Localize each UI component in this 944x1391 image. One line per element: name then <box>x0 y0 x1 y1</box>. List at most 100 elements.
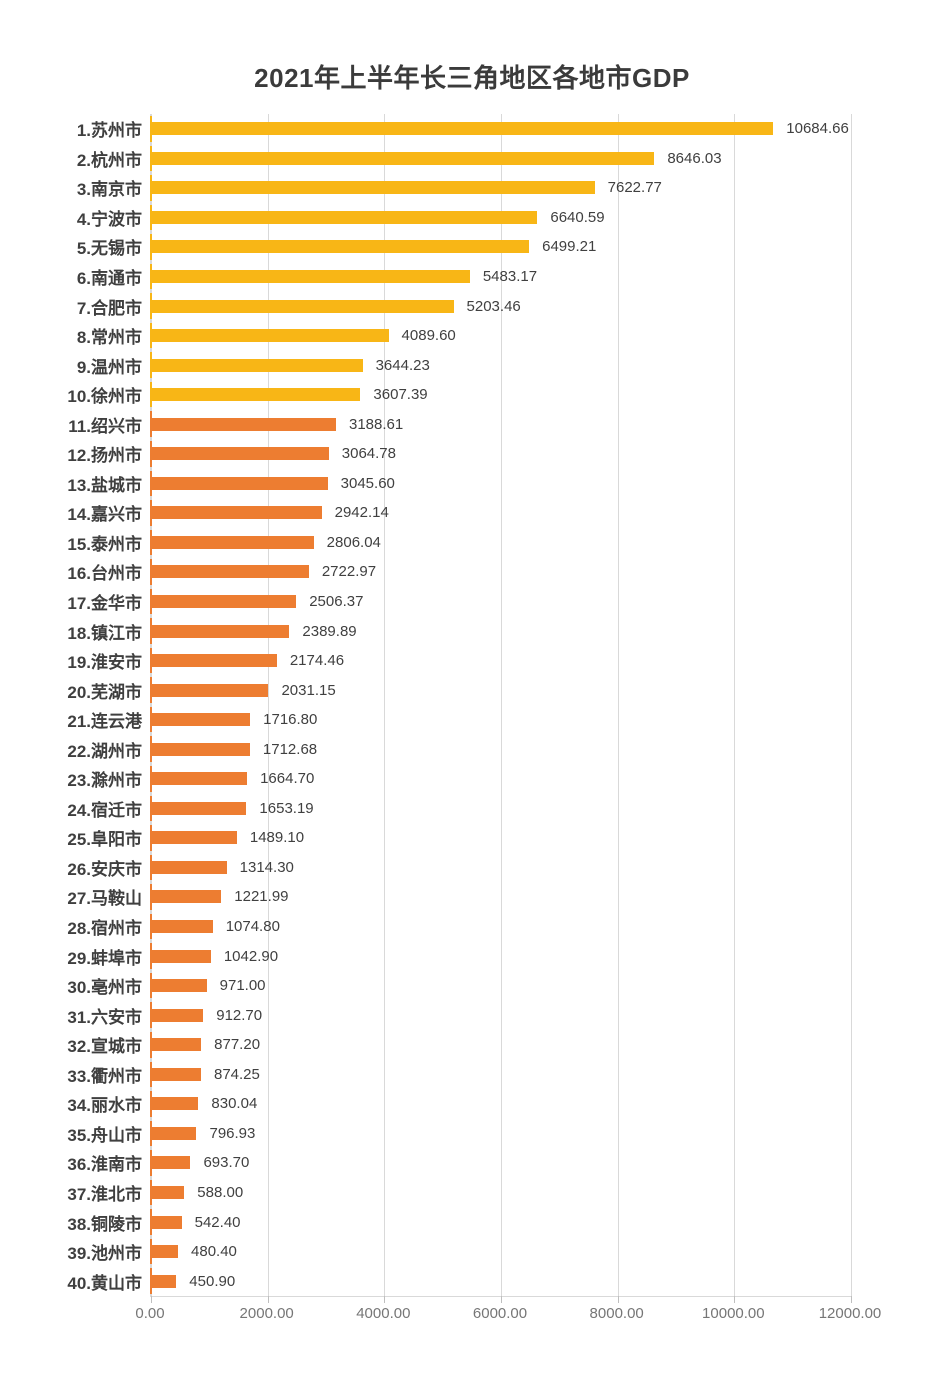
bar-start-sliver <box>150 1002 152 1028</box>
bar-row: 36.淮南市 693.70 <box>4 1148 850 1178</box>
value-label: 1221.99 <box>234 888 289 906</box>
value-label: 7622.77 <box>607 179 662 197</box>
bar-track: 450.90 <box>150 1266 850 1296</box>
value-label: 1712.68 <box>262 740 318 758</box>
value-label: 2174.46 <box>289 652 345 670</box>
axis-tick <box>851 1296 852 1303</box>
category-label: 28.宿州市 <box>67 919 142 939</box>
bar-start-sliver <box>150 766 152 792</box>
bar-track: 2506.37 <box>150 587 850 617</box>
x-axis-tick-labels: 0.00 2000.00 4000.00 6000.00 8000.00 10000.00… <box>135 1305 881 1329</box>
bar-track: 2031.15 <box>150 675 850 705</box>
value-label: 3188.61 <box>349 415 404 433</box>
bar <box>150 1097 199 1111</box>
bar-track: 2389.89 <box>150 616 850 646</box>
category-label: 4.宁波市 <box>76 209 142 229</box>
bar-track: 480.40 <box>150 1237 850 1267</box>
bar-start-sliver <box>150 381 152 408</box>
x-tick-label: 6000.00 <box>472 1305 528 1322</box>
bar <box>150 949 211 963</box>
bar-row: 33.衢州市 874.25 <box>4 1060 850 1090</box>
axis-tick <box>501 1296 502 1303</box>
value-label: 1716.80 <box>263 711 318 729</box>
value-label: 874.25 <box>213 1065 260 1083</box>
bar-row: 12.扬州市 3064.78 <box>4 439 850 469</box>
x-tick-label: 10000.00 <box>702 1305 765 1322</box>
bar-row: 22.湖州市 1712.68 <box>4 734 850 764</box>
value-label: 10684.66 <box>786 120 849 138</box>
bar <box>150 181 595 195</box>
bar-start-sliver <box>150 972 152 999</box>
value-label: 1664.70 <box>260 770 315 788</box>
bar-row: 34.丽水市 830.04 <box>4 1089 850 1119</box>
bar-start-sliver <box>150 1031 152 1058</box>
bar-track: 3644.23 <box>150 350 850 380</box>
bar <box>150 1156 191 1170</box>
bar-start-sliver <box>150 145 152 172</box>
value-label: 1653.19 <box>259 799 314 817</box>
bar-row: 1.苏州市 10684.66 <box>4 114 850 144</box>
bar-start-sliver <box>150 1268 152 1294</box>
bar <box>150 151 655 165</box>
value-label: 830.04 <box>211 1095 258 1113</box>
bar <box>150 210 538 224</box>
value-label: 3644.23 <box>375 356 430 374</box>
value-label: 542.40 <box>194 1213 241 1231</box>
bar-row: 19.淮安市 2174.46 <box>4 646 850 676</box>
bar-start-sliver <box>150 1150 152 1176</box>
bar-start-sliver <box>150 943 152 969</box>
bar <box>150 1008 204 1022</box>
bar-row: 39.池州市 480.40 <box>4 1237 850 1267</box>
bar-row: 37.淮北市 588.00 <box>4 1178 850 1208</box>
category-label: 31.六安市 <box>67 1007 142 1027</box>
x-tick-label: 8000.00 <box>589 1305 644 1322</box>
category-label: 15.泰州市 <box>67 534 142 554</box>
bar <box>150 1215 182 1229</box>
bar-row: 15.泰州市 2806.04 <box>4 528 850 558</box>
category-label: 29.蚌埠市 <box>67 948 142 968</box>
bar-row: 14.嘉兴市 2942.14 <box>4 498 850 528</box>
bar-start-sliver <box>150 825 152 851</box>
bar <box>150 447 329 461</box>
value-label: 5483.17 <box>482 268 538 285</box>
value-label: 588.00 <box>197 1183 244 1201</box>
bar-start-sliver <box>150 647 152 674</box>
bar-track: 1221.99 <box>150 882 850 912</box>
bar <box>150 713 251 727</box>
bar-track: 796.93 <box>150 1119 850 1149</box>
value-label: 8646.03 <box>667 149 722 167</box>
bar-row: 24.宿迁市 1653.19 <box>4 794 850 824</box>
bar-start-sliver <box>150 529 152 556</box>
bar <box>150 1126 197 1140</box>
bar-row: 31.六安市 912.70 <box>4 1000 850 1030</box>
category-label: 27.马鞍山 <box>67 889 142 909</box>
bar-row: 25.阜阳市 1489.10 <box>4 823 850 853</box>
bar-track: 10684.66 <box>150 114 850 144</box>
bar-track: 1074.80 <box>150 912 850 942</box>
category-label: 9.温州市 <box>76 357 142 377</box>
bar-track: 1314.30 <box>150 853 850 883</box>
bar <box>150 1038 202 1052</box>
value-label: 5203.46 <box>466 297 521 315</box>
category-label: 32.宣城市 <box>67 1037 142 1057</box>
gridline <box>617 114 619 1296</box>
bar-start-sliver <box>150 1238 152 1265</box>
category-label: 23.滁州市 <box>67 771 142 791</box>
bar-track: 2722.97 <box>150 557 850 587</box>
category-label: 8.常州市 <box>76 328 142 348</box>
value-label: 2031.15 <box>281 681 336 699</box>
category-label: 14.嘉兴市 <box>67 505 142 525</box>
value-label: 2722.97 <box>321 563 377 581</box>
bar-row: 29.蚌埠市 1042.90 <box>4 941 850 971</box>
bar-start-sliver <box>150 411 152 438</box>
bar <box>150 801 247 815</box>
bar-row: 30.亳州市 971.00 <box>4 971 850 1001</box>
bar-track: 5203.46 <box>150 291 850 321</box>
bar-start-sliver <box>150 1120 152 1147</box>
bar-row: 13.盐城市 3045.60 <box>4 469 850 499</box>
category-label: 18.镇江市 <box>67 623 142 643</box>
bar <box>150 270 470 283</box>
bar-start-sliver <box>150 441 152 467</box>
x-tick-label: 2000.00 <box>239 1305 294 1322</box>
bar <box>150 624 290 638</box>
